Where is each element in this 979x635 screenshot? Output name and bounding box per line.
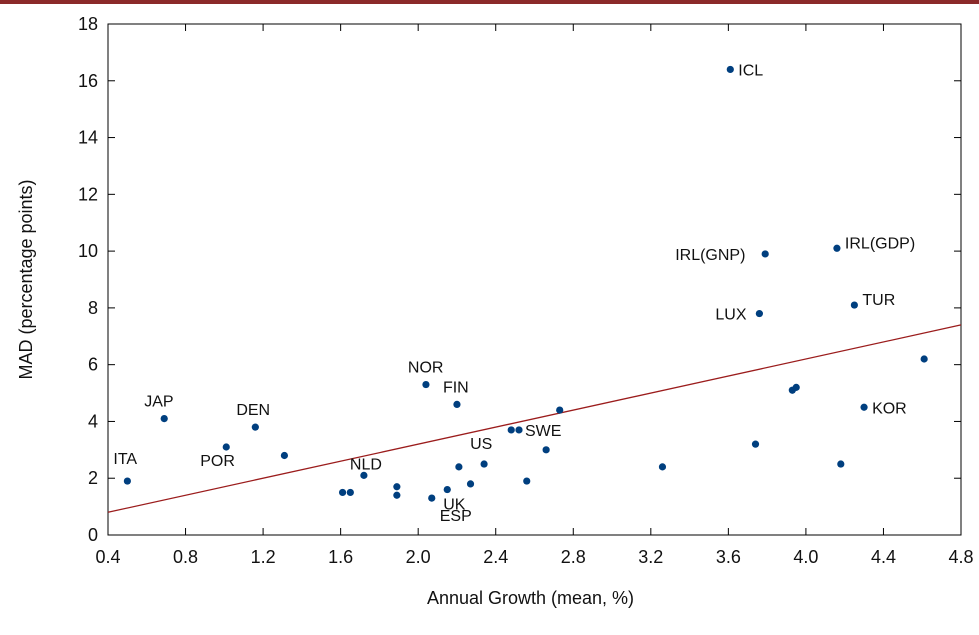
data-point <box>124 477 131 484</box>
data-point <box>252 424 259 431</box>
x-axis-title: Annual Growth (mean, %) <box>427 588 634 608</box>
data-point <box>281 452 288 459</box>
x-tick-label: 4.8 <box>948 547 973 567</box>
point-label: LUX <box>715 307 746 324</box>
data-point <box>508 426 515 433</box>
data-point <box>793 384 800 391</box>
x-tick-label: 0.4 <box>95 547 120 567</box>
data-point <box>467 480 474 487</box>
data-point <box>393 492 400 499</box>
point-label: KOR <box>872 400 907 417</box>
data-point <box>756 310 763 317</box>
point-label: JAP <box>144 394 173 411</box>
y-tick-label: 6 <box>88 355 98 375</box>
data-point <box>837 460 844 467</box>
y-tick-label: 16 <box>78 71 98 91</box>
data-point <box>453 401 460 408</box>
point-label: UK <box>443 497 466 514</box>
x-tick-label: 3.2 <box>638 547 663 567</box>
data-point <box>223 443 230 450</box>
x-tick-label: 3.6 <box>716 547 741 567</box>
data-point <box>543 446 550 453</box>
y-tick-label: 8 <box>88 298 98 318</box>
x-tick-label: 4.4 <box>871 547 896 567</box>
data-point <box>339 489 346 496</box>
x-tick-label: 4.0 <box>793 547 818 567</box>
data-point <box>161 415 168 422</box>
y-tick-label: 12 <box>78 184 98 204</box>
data-point <box>762 250 769 257</box>
x-tick-label: 2.8 <box>561 547 586 567</box>
x-tick-label: 2.0 <box>406 547 431 567</box>
y-tick-label: 18 <box>78 14 98 34</box>
x-tick-label: 0.8 <box>173 547 198 567</box>
point-label: US <box>470 436 492 453</box>
data-point <box>515 426 522 433</box>
plot-frame <box>108 24 961 535</box>
point-label: IRL(GNP) <box>675 247 745 264</box>
data-point <box>523 477 530 484</box>
point-label: IRL(GDP) <box>845 235 915 252</box>
data-point <box>727 66 734 73</box>
point-label: SWE <box>525 423 561 440</box>
data-point <box>921 355 928 362</box>
data-point <box>752 441 759 448</box>
y-tick-label: 2 <box>88 468 98 488</box>
data-point <box>428 494 435 501</box>
point-label: ITA <box>113 451 137 468</box>
data-point <box>444 486 451 493</box>
x-tick-label: 2.4 <box>483 547 508 567</box>
point-label: ICL <box>738 62 763 79</box>
x-tick-label: 1.6 <box>328 547 353 567</box>
x-tick-label: 1.2 <box>251 547 276 567</box>
data-point <box>556 406 563 413</box>
point-label: DEN <box>236 402 270 419</box>
data-point <box>455 463 462 470</box>
y-tick-label: 10 <box>78 241 98 261</box>
point-label: TUR <box>862 292 895 309</box>
data-point <box>833 245 840 252</box>
data-point <box>860 404 867 411</box>
y-tick-label: 0 <box>88 525 98 545</box>
point-label: FIN <box>443 379 469 396</box>
point-label: POR <box>200 453 235 470</box>
data-point <box>659 463 666 470</box>
data-point <box>393 483 400 490</box>
y-tick-label: 14 <box>78 128 98 148</box>
point-label: NOR <box>408 360 444 377</box>
y-axis-title: MAD (percentage points) <box>16 179 36 379</box>
data-point <box>480 460 487 467</box>
data-point <box>422 381 429 388</box>
data-point <box>347 489 354 496</box>
point-label: NLD <box>350 456 382 473</box>
y-tick-label: 4 <box>88 411 98 431</box>
data-point <box>851 301 858 308</box>
